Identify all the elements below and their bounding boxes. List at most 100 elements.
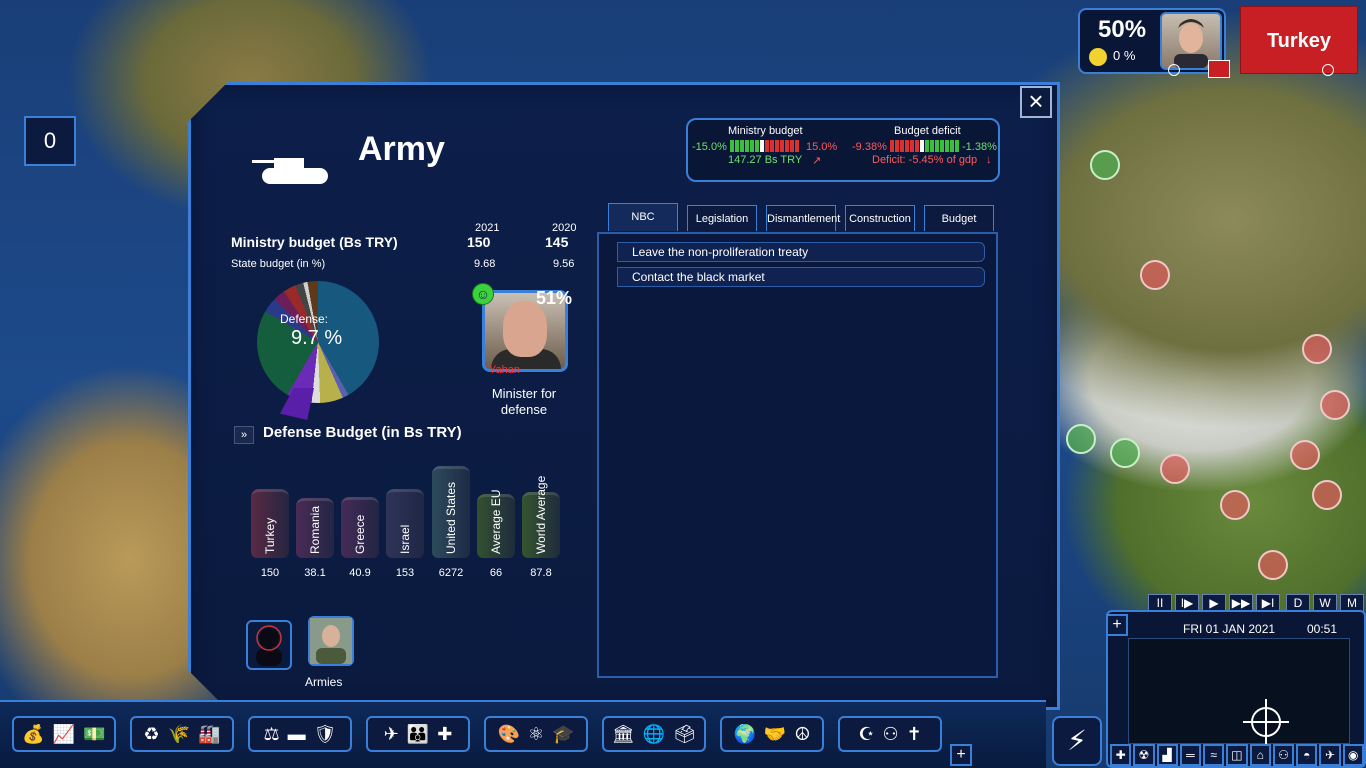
shop-icon[interactable]: ⌂	[1249, 744, 1271, 766]
map-marker[interactable]	[1160, 454, 1190, 484]
recycle-icon[interactable]: ♻	[143, 723, 160, 744]
economy-category[interactable]: 💰 📈 💵	[12, 716, 116, 752]
government-icon[interactable]: 🏛	[611, 723, 635, 744]
people-small-icon[interactable]: ⚇	[1272, 744, 1295, 766]
add-icon[interactable]: +	[950, 744, 972, 766]
health-icon[interactable]: ✚	[437, 723, 453, 744]
close-icon[interactable]: ×	[1020, 86, 1052, 118]
minimap[interactable]	[1128, 638, 1350, 747]
badge-icon[interactable]: 🛡	[313, 723, 337, 744]
un-icon[interactable]: ☮	[794, 723, 811, 744]
action-leave-treaty[interactable]: Leave the non-proliferation treaty	[617, 242, 985, 262]
ministry-budget-heading: Ministry budget (Bs TRY)	[231, 234, 398, 250]
portrait-suit	[491, 349, 561, 369]
map-marker[interactable]	[1290, 440, 1320, 470]
chart-bar-average-eu[interactable]	[477, 494, 515, 558]
culture-category[interactable]: 🎨 ⚛ 🎓	[484, 716, 588, 752]
scales-icon[interactable]: ⚖	[263, 723, 280, 744]
cross-icon[interactable]: ✝	[906, 723, 922, 744]
defense-budget-title: Defense Budget (in Bs TRY)	[263, 424, 462, 441]
family-icon[interactable]: 👪	[406, 723, 430, 744]
atom-icon[interactable]: ⚛	[527, 723, 545, 744]
religion-category[interactable]: ☪ ⚇ ✝	[838, 716, 942, 752]
globe-icon[interactable]: 🌐	[642, 723, 666, 744]
unit-armies-button[interactable]	[308, 616, 354, 666]
lightning-globe-icon[interactable]: ⚡	[1052, 716, 1102, 766]
expand-icon[interactable]: »	[234, 426, 254, 444]
crescent-icon[interactable]: ☪	[858, 723, 875, 744]
tab-dismantlement[interactable]: Dismantlement	[766, 205, 840, 231]
budget-deficit-slider[interactable]	[890, 140, 959, 152]
chart-icon[interactable]: 📈	[52, 723, 76, 744]
chart-value-label: 153	[395, 567, 415, 579]
ministry-min: -15.0%	[692, 141, 727, 153]
handshake-icon[interactable]: 🤝	[763, 723, 787, 744]
action-black-market[interactable]: Contact the black market	[617, 267, 985, 287]
unit-nbc-button[interactable]	[246, 620, 292, 670]
chart-bar-label: United States	[444, 481, 458, 554]
chart-bar-turkey[interactable]	[251, 489, 289, 558]
satellite-icon[interactable]: ✈	[1319, 744, 1341, 766]
crosshair-icon[interactable]	[1322, 64, 1334, 76]
map-marker[interactable]	[1312, 480, 1342, 510]
leader-face-icon	[1174, 19, 1208, 68]
speed-play-button[interactable]: ▶	[1202, 594, 1226, 612]
budget-pie-chart[interactable]	[257, 281, 379, 403]
factory-icon[interactable]: 🏭	[198, 723, 221, 744]
country-flag-button[interactable]: Turkey	[1240, 6, 1358, 74]
radar-icon[interactable]: ◉	[1342, 744, 1364, 766]
factory-small-icon[interactable]: ▟	[1156, 744, 1178, 766]
resources-category[interactable]: ♻ 🌾 🏭	[130, 716, 234, 752]
cash-icon[interactable]: 💵	[83, 723, 106, 744]
ballot-icon[interactable]: 🗳	[673, 723, 697, 744]
water-icon[interactable]: ≈	[1203, 744, 1225, 766]
grid-icon[interactable]: ✚	[1110, 744, 1132, 766]
justice-army-category[interactable]: ⚖ ▬ 🛡	[248, 716, 352, 752]
map-marker[interactable]	[1258, 550, 1288, 580]
speed-end-button[interactable]: ▶I	[1256, 594, 1280, 612]
chart-bar-israel[interactable]	[386, 488, 424, 558]
government-category[interactable]: 🏛 🌐 🗳	[602, 716, 706, 752]
notification-counter[interactable]: 0	[24, 116, 76, 166]
chart-bar-label: Israel	[398, 524, 412, 554]
map-marker[interactable]	[1110, 438, 1140, 468]
box-icon[interactable]: ◫	[1226, 744, 1248, 766]
chart-bar-world-average[interactable]	[522, 492, 560, 558]
ministry-budget-value: 147.27 Bs TRY	[728, 154, 803, 166]
map-marker[interactable]	[1220, 490, 1250, 520]
speed-month-button[interactable]: M	[1340, 594, 1364, 612]
transport-category[interactable]: ✈ 👪 ✚	[366, 716, 470, 752]
map-marker[interactable]	[1320, 390, 1350, 420]
tab-construction[interactable]: Construction	[845, 205, 915, 231]
world-icon[interactable]: 🌍	[733, 723, 756, 744]
crosshair-icon[interactable]	[1241, 697, 1291, 747]
plane-icon[interactable]: ✈	[383, 723, 399, 744]
tank-small-icon[interactable]: ▬	[287, 723, 306, 744]
map-marker[interactable]	[1302, 334, 1332, 364]
game-time: 00:51	[1307, 622, 1338, 636]
minister-portrait[interactable]	[482, 290, 568, 372]
map-marker[interactable]	[1090, 150, 1120, 180]
map-marker[interactable]	[1140, 260, 1170, 290]
people-icon[interactable]: ⚇	[882, 723, 899, 744]
chart-value-label: 38.1	[304, 567, 326, 579]
chart-bar-romania[interactable]	[296, 497, 334, 558]
wheat-icon[interactable]: 🌾	[167, 723, 191, 744]
nuclear-icon[interactable]: ☢	[1133, 744, 1155, 766]
train-icon[interactable]: ═	[1179, 744, 1202, 766]
dome-icon[interactable]: ◓	[1296, 744, 1318, 766]
chart-bar-united-states[interactable]	[432, 466, 470, 558]
money-bag-icon[interactable]: 💰	[22, 723, 45, 744]
tab-legislation[interactable]: Legislation	[687, 205, 757, 231]
graduation-icon[interactable]: 🎓	[552, 723, 575, 744]
palette-icon[interactable]: 🎨	[497, 723, 520, 744]
crosshair-icon[interactable]	[1168, 64, 1180, 76]
tank-icon	[252, 158, 328, 184]
chart-bar-greece[interactable]	[341, 497, 379, 558]
diplomacy-category[interactable]: 🌍 🤝 ☮	[720, 716, 824, 752]
ministry-budget-slider[interactable]	[730, 140, 799, 152]
map-marker[interactable]	[1066, 424, 1096, 454]
add-icon[interactable]: +	[1106, 614, 1128, 636]
tab-budget[interactable]: Budget	[924, 205, 994, 231]
tab-nbc[interactable]: NBC	[608, 203, 678, 231]
